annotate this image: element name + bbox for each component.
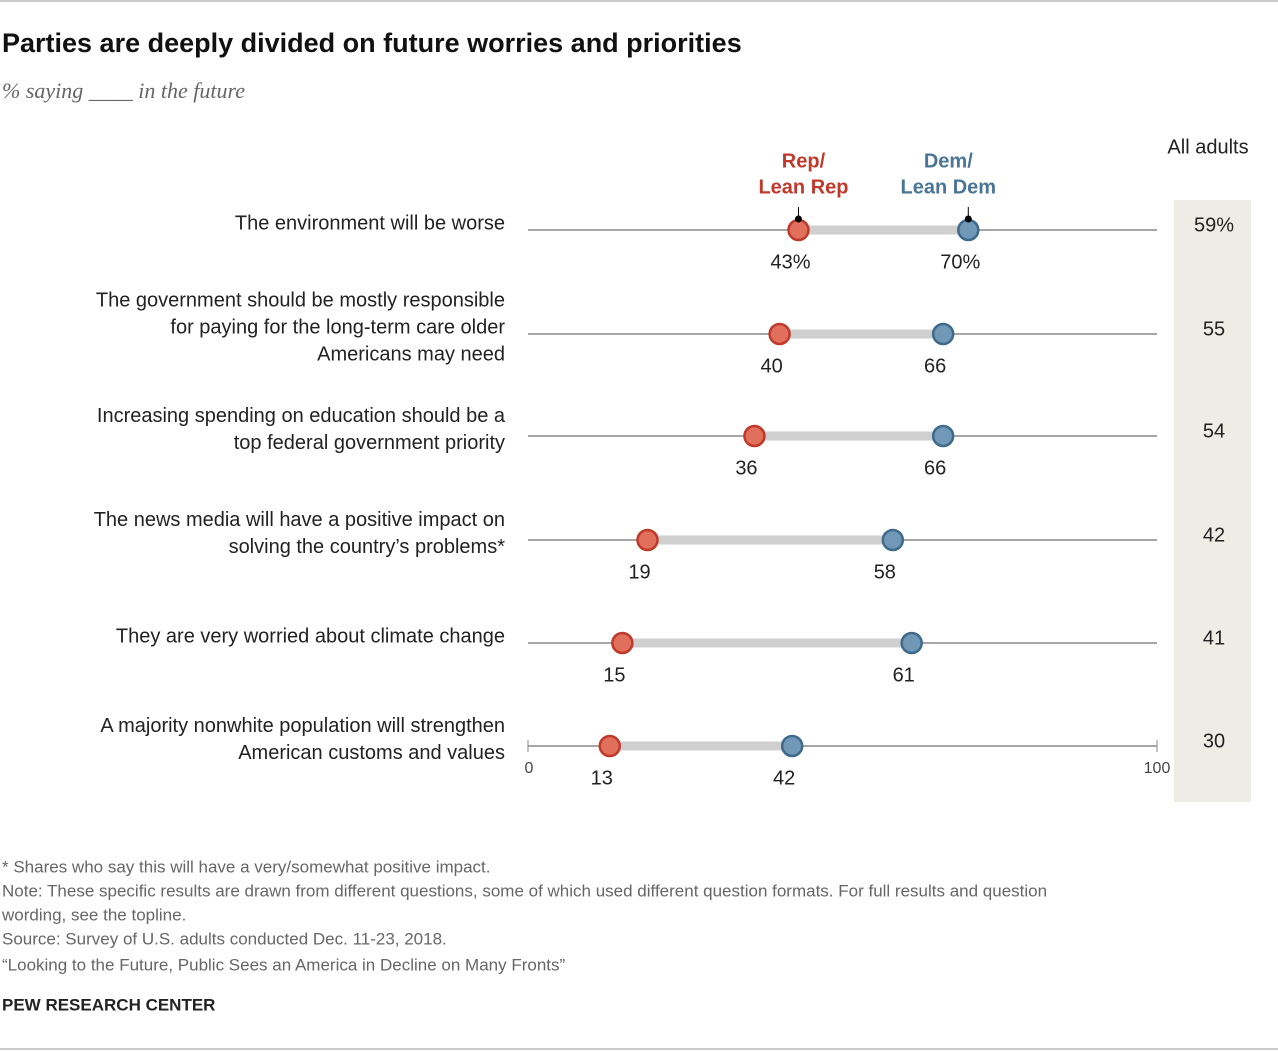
dot <box>787 218 810 242</box>
value-label: 66 <box>924 457 946 479</box>
note: “Looking to the Future, Public Sees an A… <box>2 955 566 974</box>
category-label: They are very worried about climate chan… <box>116 625 505 647</box>
value-label: 36 <box>735 457 757 479</box>
value-label: 19 <box>628 561 650 583</box>
category-label: The news media will have a positive impa… <box>94 509 505 531</box>
category-label: Increasing spending on education should … <box>97 405 506 427</box>
dot <box>931 322 955 346</box>
category-label: The government should be mostly responsi… <box>96 289 505 311</box>
value-label: 66 <box>924 355 946 377</box>
category-label: A majority nonwhite population will stre… <box>100 715 505 737</box>
dot <box>768 322 791 346</box>
dot <box>743 424 766 448</box>
all-adults-value: 30 <box>1203 730 1225 752</box>
all-adults-value: 59% <box>1194 214 1234 236</box>
all-adults-band <box>1174 200 1251 802</box>
legend-leader-dot <box>964 215 972 223</box>
value-label: 61 <box>893 664 915 686</box>
x-tick-label: 100 <box>1144 760 1171 777</box>
category-label: top federal government priority <box>234 432 505 454</box>
legend-label: Lean Dem <box>901 176 997 198</box>
dot <box>611 631 634 655</box>
value-label: 15 <box>603 664 625 686</box>
value-label: 58 <box>874 561 896 583</box>
category-label: Americans may need <box>317 343 505 365</box>
value-label: 43% <box>770 251 810 273</box>
dot <box>881 528 905 552</box>
legend-label: Rep/ <box>782 150 826 172</box>
value-label: 13 <box>591 767 613 789</box>
note: Source: Survey of U.S. adults conducted … <box>2 929 447 948</box>
all-adults-value: 42 <box>1203 524 1225 546</box>
chart-title: Parties are deeply divided on future wor… <box>2 28 742 58</box>
dot <box>780 734 804 758</box>
category-label: solving the country’s problems* <box>229 536 506 558</box>
dot <box>957 218 980 242</box>
note: Note: These specific results are drawn f… <box>2 881 1047 900</box>
note: wording, see the topline. <box>1 905 186 924</box>
dot <box>598 734 622 758</box>
category-label: for paying for the long-term care older <box>170 316 505 338</box>
dot <box>636 528 659 552</box>
all-adults-value: 55 <box>1203 318 1225 340</box>
source-org: PEW RESEARCH CENTER <box>2 995 215 1014</box>
value-label: 42 <box>773 767 795 789</box>
value-label: 40 <box>760 355 782 377</box>
all-adults-value: 54 <box>1203 420 1225 442</box>
dot <box>931 424 955 448</box>
legend-leader-dot <box>794 215 802 223</box>
all-adults-header: All adults <box>1167 136 1248 158</box>
x-tick-label: 0 <box>525 760 534 777</box>
note: * Shares who say this will have a very/s… <box>2 857 490 876</box>
subtitle: % saying ____ in the future <box>2 78 245 103</box>
legend-label: Lean Rep <box>758 176 848 198</box>
dot <box>900 631 923 655</box>
value-label: 70% <box>940 251 980 273</box>
category-label: American customs and values <box>238 742 505 764</box>
all-adults-value: 41 <box>1203 627 1225 649</box>
category-label: The environment will be worse <box>235 212 505 234</box>
legend-label: Dem/ <box>924 150 973 172</box>
